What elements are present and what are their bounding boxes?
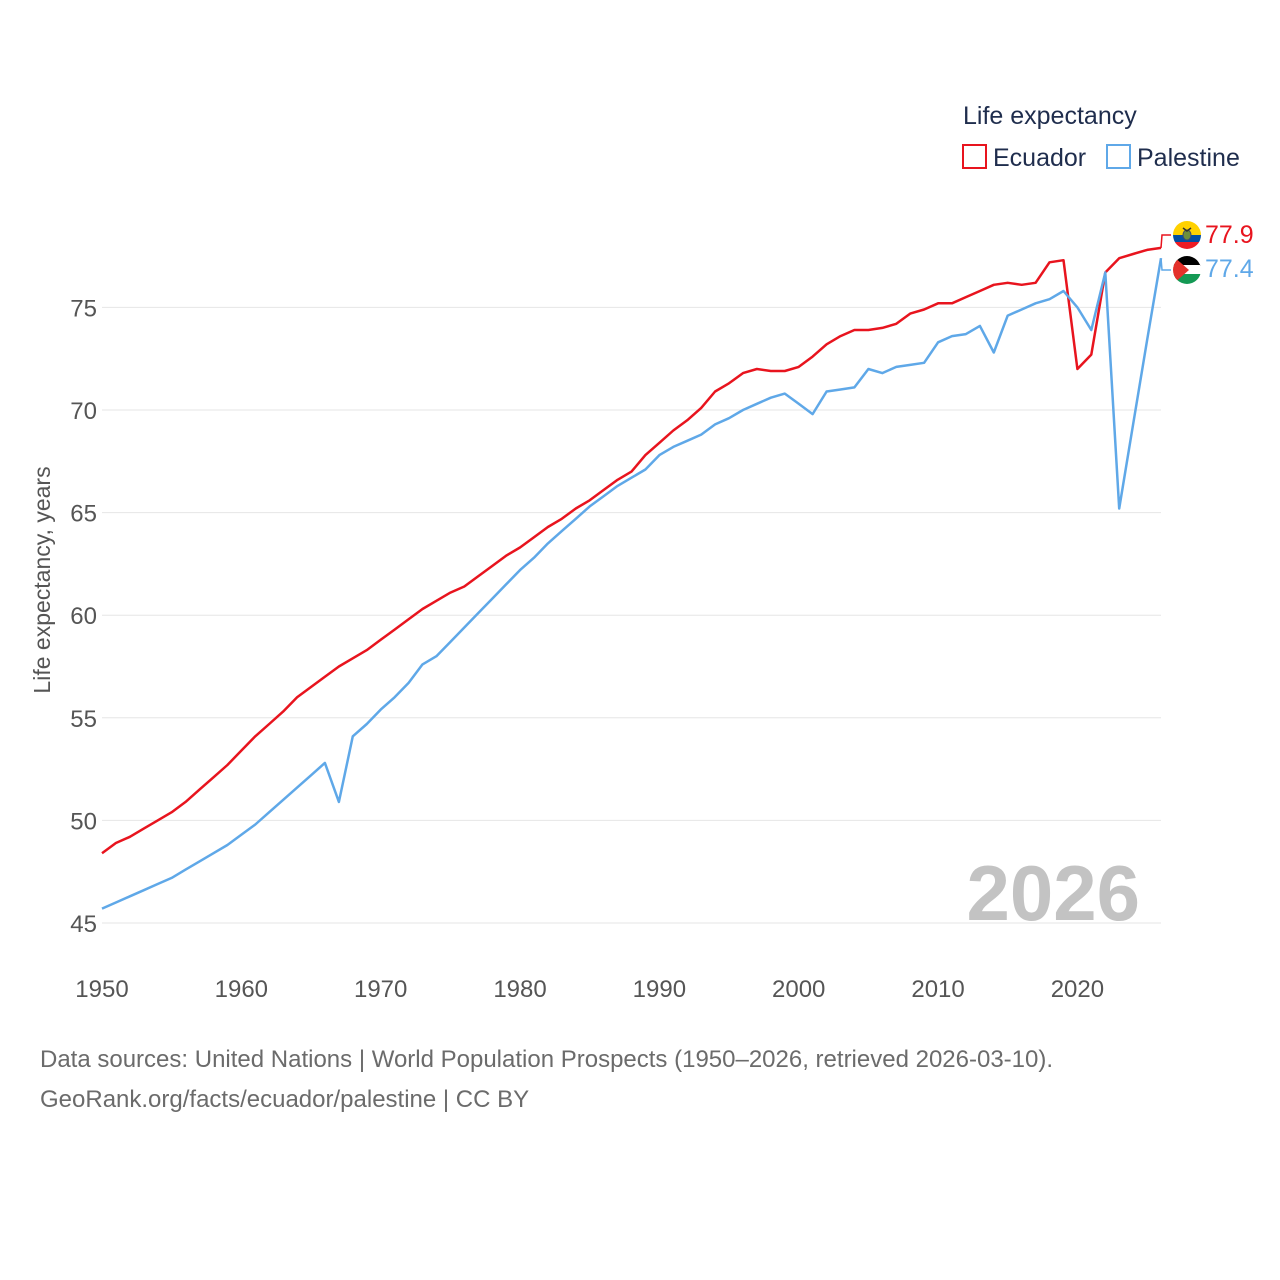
legend: Life expectancy Ecuador Palestine — [962, 102, 1240, 172]
y-axis-label: Life expectancy, years — [29, 466, 55, 693]
y-tick-label: 60 — [70, 603, 97, 630]
legend-swatch-ecuador — [962, 144, 987, 169]
x-tick-label: 1990 — [633, 976, 686, 1003]
y-tick-label: 45 — [70, 911, 97, 938]
y-tick-label: 75 — [70, 295, 97, 322]
x-tick-label: 1950 — [75, 976, 128, 1003]
series-line-ecuador — [101, 246, 1162, 855]
gridlines — [102, 306, 1161, 924]
y-axis-ticks: 45 50 55 60 65 70 75 — [70, 295, 97, 938]
year-watermark: 2026 — [966, 849, 1140, 937]
x-axis-ticks: 1950 1960 1970 1980 1990 2000 2010 2020 — [75, 976, 1104, 1003]
legend-label-ecuador: Ecuador — [993, 144, 1086, 172]
x-tick-label: 2010 — [911, 976, 964, 1003]
legend-swatch-palestine — [1106, 144, 1131, 169]
y-tick-label: 55 — [70, 706, 97, 733]
x-tick-label: 1960 — [215, 976, 268, 1003]
source-line-1: Data sources: United Nations | World Pop… — [40, 1046, 1054, 1073]
ecuador-flag-icon — [1173, 221, 1201, 249]
end-value-palestine: 77.4 — [1205, 255, 1254, 283]
line-chart: 45 50 55 60 65 70 75 1950 1960 1970 1980 1990 2000 2… — [29, 102, 1254, 1003]
x-tick-label: 2000 — [772, 976, 825, 1003]
y-tick-label: 50 — [70, 808, 97, 835]
end-connector-ecuador — [1160, 234, 1171, 248]
palestine-flag-icon — [1173, 256, 1201, 284]
legend-label-palestine: Palestine — [1137, 144, 1240, 172]
x-tick-label: 1980 — [493, 976, 546, 1003]
end-value-ecuador: 77.9 — [1205, 221, 1254, 249]
y-tick-label: 65 — [70, 501, 97, 528]
source-line-2: GeoRank.org/facts/ecuador/palestine | CC… — [40, 1086, 530, 1113]
end-connector-palestine — [1160, 258, 1171, 271]
series-lines — [101, 234, 1171, 910]
y-tick-label: 70 — [70, 398, 97, 425]
x-tick-label: 2020 — [1051, 976, 1104, 1003]
end-markers: 77.9 77.4 — [1173, 221, 1254, 284]
source-note: Data sources: United Nations | World Pop… — [40, 1040, 1240, 1120]
x-tick-label: 1970 — [354, 976, 407, 1003]
legend-title: Life expectancy — [963, 102, 1137, 130]
series-line-palestine — [101, 257, 1163, 910]
